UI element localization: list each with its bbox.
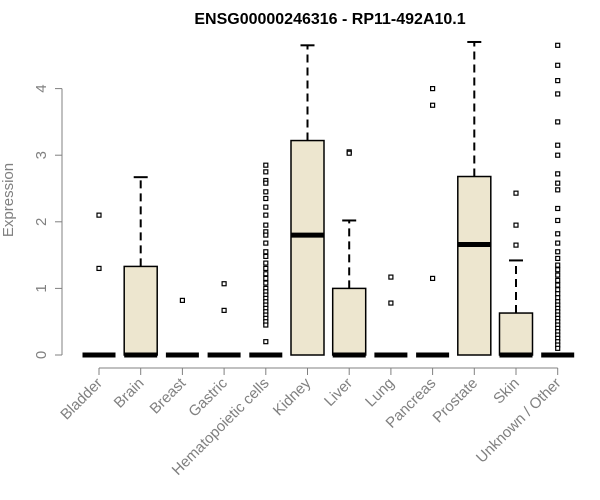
outlier-point — [96, 265, 102, 272]
y-tick-label: 1 — [33, 284, 50, 292]
outlier-point — [555, 267, 561, 273]
box-gastric — [207, 281, 241, 358]
outlier-point — [555, 262, 561, 268]
outlier-point — [263, 253, 269, 260]
outlier-point — [555, 231, 561, 237]
outlier-point — [555, 180, 561, 186]
x-tick-label: Kidney — [270, 374, 315, 419]
chart-title: ENSG00000246316 - RP11-492A10.1 — [194, 11, 465, 28]
outlier-point — [430, 85, 436, 92]
box-brain — [123, 176, 158, 358]
outlier-point — [555, 205, 561, 212]
outlier-point — [513, 190, 519, 196]
outlier-point — [346, 150, 352, 156]
outlier-point — [263, 280, 269, 286]
outlier-point — [513, 242, 519, 248]
x-tick-label: Liver — [321, 375, 356, 410]
box-kidney — [290, 44, 325, 356]
outlier-point — [555, 142, 561, 148]
outlier-point — [388, 300, 394, 306]
outlier-point — [555, 249, 561, 255]
box-pancreas — [416, 85, 450, 358]
y-axis-label: Expression — [0, 163, 17, 237]
box-hematopoietic-cells — [249, 162, 283, 358]
outlier-point — [263, 204, 269, 210]
outlier-point — [263, 189, 269, 195]
outlier-point — [555, 119, 561, 125]
box-rect — [457, 175, 492, 356]
outlier-point — [221, 307, 227, 313]
y-tick-label: 3 — [33, 151, 50, 159]
x-tick-label: Prostate — [430, 375, 482, 427]
box-unknown-other — [541, 42, 575, 358]
box-liver — [331, 149, 367, 358]
outlier-point — [555, 62, 561, 68]
outlier-point — [388, 274, 394, 280]
boxes — [82, 40, 575, 358]
outlier-point — [555, 345, 561, 351]
outlier-point — [555, 217, 561, 224]
box-rect — [123, 265, 158, 356]
outlier-point — [555, 282, 561, 288]
outlier-point — [221, 281, 227, 287]
outlier-point — [555, 42, 561, 48]
outlier-point — [555, 255, 561, 262]
outlier-point — [430, 275, 436, 282]
outlier-point — [555, 187, 561, 193]
outlier-point — [263, 222, 269, 228]
box-prostate — [457, 40, 492, 356]
outlier-point — [263, 232, 269, 238]
outlier-point — [263, 169, 269, 175]
outlier-point — [555, 91, 561, 97]
y-tick-label: 0 — [33, 351, 50, 359]
outlier-point — [430, 102, 436, 108]
outlier-point — [263, 260, 269, 266]
box-skin — [498, 190, 534, 358]
box-bladder — [82, 212, 116, 358]
y-axis: 0 1 2 3 4 — [33, 84, 63, 359]
outlier-point — [555, 240, 561, 246]
x-tick-label: Bladder — [57, 375, 106, 424]
x-tick-label: Brain — [111, 375, 148, 412]
outlier-point — [263, 265, 269, 272]
outlier-point — [555, 152, 561, 158]
outlier-point — [555, 78, 561, 84]
outlier-point — [555, 277, 561, 284]
y-tick-label: 2 — [33, 218, 50, 226]
x-tick-label: Lung — [362, 375, 398, 411]
outlier-point — [263, 271, 269, 277]
outlier-point — [96, 212, 102, 218]
box-rect — [498, 312, 534, 356]
outlier-point — [263, 240, 269, 246]
outlier-point — [263, 339, 269, 345]
outlier-point — [263, 162, 269, 168]
box-breast — [165, 297, 199, 358]
x-tick-label: Skin — [490, 375, 523, 408]
outlier-point — [555, 272, 561, 278]
outlier-point — [555, 171, 561, 177]
outlier-point — [263, 322, 269, 328]
outlier-point — [263, 180, 269, 186]
outlier-point — [263, 249, 269, 255]
outlier-point — [263, 212, 269, 218]
outlier-point — [179, 297, 185, 303]
box-rect — [290, 139, 325, 356]
x-tick-label: Breast — [147, 374, 190, 417]
y-tick-label: 4 — [33, 84, 50, 92]
box-rect — [331, 287, 367, 356]
outlier-point — [513, 222, 519, 228]
outlier-point — [263, 195, 269, 202]
box-lung — [374, 274, 408, 358]
outlier-point — [263, 275, 269, 282]
